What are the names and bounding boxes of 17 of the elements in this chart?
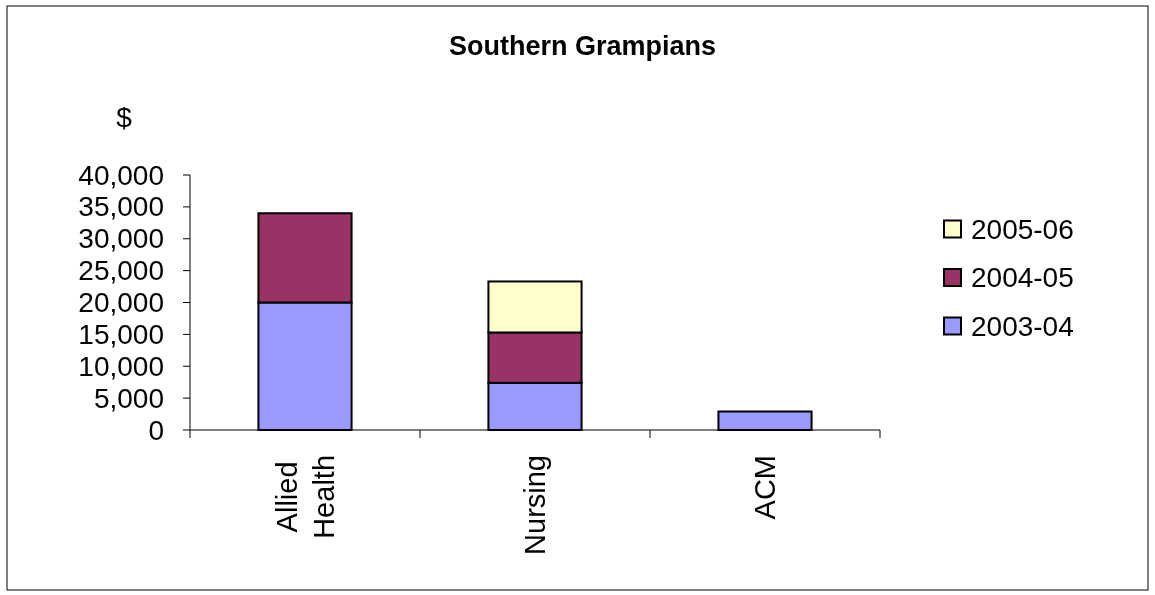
y-tick-label: 15,000: [78, 318, 164, 350]
chart-title: Southern Grampians: [448, 31, 717, 61]
x-tick-label: ACM: [749, 455, 781, 520]
y-tick-label: 20,000: [78, 287, 164, 318]
y-tick-label: 35,000: [78, 191, 164, 223]
x-tick-label: Nursing: [519, 455, 551, 555]
legend-label: 2003-04: [971, 310, 1074, 342]
x-tick-label: Allied Health: [270, 455, 340, 539]
y-tick-label: 0: [148, 414, 164, 446]
y-tick-label: 30,000: [78, 223, 164, 255]
y-tick-label: 25,000: [78, 255, 164, 287]
y-tick-label: 5,000: [93, 382, 164, 414]
y-tick-label: 10,000: [78, 350, 164, 382]
y-tick-label: 40,000: [78, 159, 164, 191]
y-axis-title: $: [116, 101, 133, 133]
legend-label: 2004-05: [971, 262, 1074, 293]
legend-label: 2005-06: [971, 213, 1074, 245]
